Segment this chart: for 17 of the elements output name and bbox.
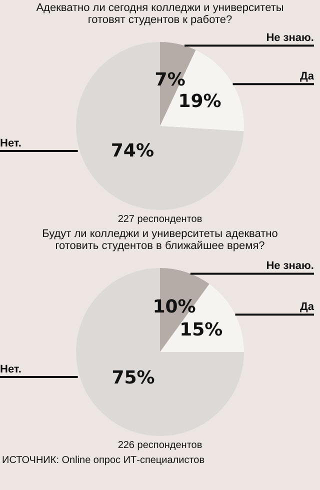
data-label: 15% (180, 320, 223, 341)
text: ИСТОЧНИК: Online опрос ИТ-специалистов (1, 455, 206, 467)
slice-label: Да (300, 70, 315, 83)
data-label: 19% (178, 91, 222, 112)
slice-label: Не знаю. (266, 32, 314, 44)
chart-title: Будут ли колледжи и университеты адекватно готовить студентов в ближайшее время? (41, 227, 279, 252)
slice-label: Не знаю. (266, 260, 314, 272)
slice-label: Нет. (0, 138, 22, 150)
slice-label: Нет. (0, 364, 22, 376)
data-label: 74% (110, 140, 154, 162)
slice-label: Да (300, 301, 315, 314)
data-label: 75% (112, 367, 155, 388)
text: 227 респондентов (116, 214, 204, 226)
text: 226 респондентов (116, 440, 204, 452)
data-label: 7% (154, 70, 186, 91)
data-label: 10% (152, 296, 196, 318)
chart-title: Адекватно ли сегодня колледжи и университеты готовят студентов к работе? (35, 1, 285, 26)
